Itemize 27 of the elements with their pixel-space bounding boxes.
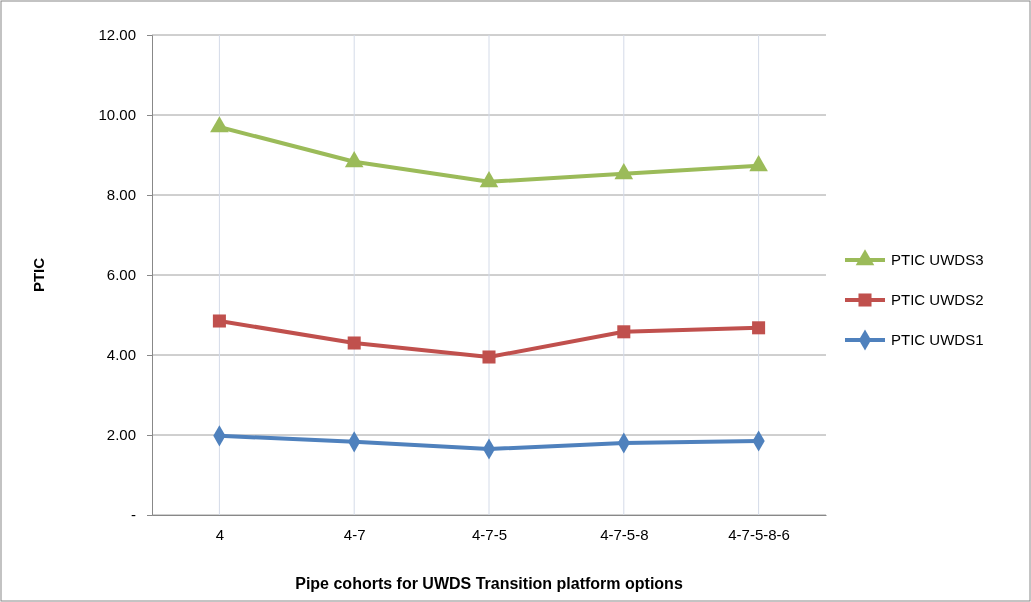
x-tick-label: 4-7	[343, 526, 366, 543]
point	[752, 321, 766, 335]
point	[482, 350, 496, 364]
point	[347, 336, 361, 350]
x-tick-label: 4	[215, 526, 225, 543]
legend-label: PTIC UWDS2	[891, 291, 984, 309]
y-axis-title: PTIC	[30, 257, 47, 293]
point	[617, 325, 631, 339]
x-axis-title: Pipe cohorts for UWDS Transition platform options	[295, 575, 683, 592]
point	[749, 155, 768, 172]
point	[344, 151, 364, 168]
x-tick-label: 4-7-5-8-6	[728, 526, 790, 543]
y-tick-label: 8.00	[106, 186, 136, 204]
x-tick-label: 4-7-5-8	[600, 526, 649, 543]
y-tick-label: 12.00	[98, 26, 136, 44]
y-tick-label: -	[131, 506, 136, 524]
y-tick-label: 2.00	[106, 426, 136, 444]
x-tick-label: 4-7-5	[471, 526, 508, 543]
point	[614, 163, 634, 180]
y-tick-label: 10.00	[98, 106, 136, 124]
y-tick-label: 6.00	[106, 266, 136, 284]
y-tick-label: 4.00	[106, 346, 136, 364]
legend-label: PTIC UWDS3	[891, 251, 984, 269]
point	[479, 171, 499, 188]
point	[210, 116, 229, 133]
point	[212, 314, 226, 328]
legend-label: PTIC UWDS1	[891, 331, 984, 349]
